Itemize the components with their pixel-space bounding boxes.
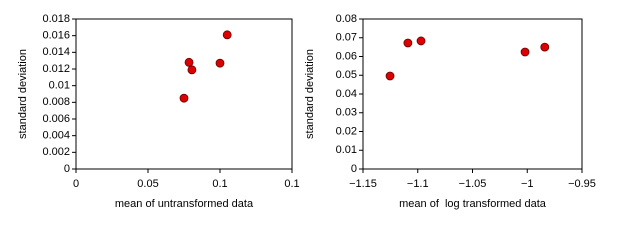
point [403, 38, 413, 48]
point [222, 30, 232, 40]
y-tick-label: 0.002 [42, 146, 70, 158]
x-tick-label: −1.05 [459, 178, 487, 190]
x-tick-label: −1 [521, 178, 534, 190]
plot-area [362, 18, 583, 170]
point [184, 57, 194, 67]
y-tick-label: 0.05 [336, 69, 357, 81]
point [215, 58, 225, 68]
x-axis-title: mean of log transformed data [399, 198, 547, 210]
y-tick-label: 0.012 [42, 63, 70, 75]
y-tick-label: 0 [351, 163, 357, 175]
x-axis-title: mean of untransformed data [115, 198, 254, 210]
y-tick-label: 0.06 [336, 50, 357, 62]
y-tick-label: 0.08 [336, 13, 357, 25]
y-tick-label: 0.004 [42, 130, 70, 142]
point [520, 47, 530, 57]
y-tick-label: 0.016 [42, 30, 70, 42]
plot-area [75, 18, 293, 170]
point [179, 93, 189, 103]
y-tick-label: 0.006 [42, 113, 70, 125]
y-tick-label: 0.008 [42, 96, 70, 108]
x-tick-label: 0 [73, 178, 79, 190]
figure: 0 0.002 0.004 0.006 0.008 0.01 0.012 0.014 0.016… [17, 13, 596, 210]
x-tick-label: 0.1 [284, 178, 299, 190]
x-tick-label: −1.15 [349, 178, 377, 190]
y-tick-label: 0.01 [49, 80, 70, 92]
y-tick-label: 0 [64, 163, 70, 175]
x-tick-label: −1.1 [407, 178, 429, 190]
y-tick-label: 0.04 [336, 88, 357, 100]
y-axis-title: standard deviation [17, 49, 29, 139]
point [187, 65, 197, 75]
y-axis-title: standard deviation [304, 49, 316, 139]
y-tick-label: 0.01 [336, 144, 357, 156]
y-tick-label: 0.014 [42, 46, 70, 58]
x-tick-label: 0.05 [137, 178, 158, 190]
y-tick-label: 0.02 [336, 125, 357, 137]
y-tick-label: 0.07 [336, 32, 357, 44]
y-tick-label: 0.018 [42, 13, 70, 25]
y-tick-label: 0.03 [336, 107, 357, 119]
point [416, 36, 426, 46]
point [385, 71, 395, 81]
point [540, 42, 550, 52]
x-tick-label: −0.95 [568, 178, 596, 190]
x-tick-label: 0.1 [212, 178, 227, 190]
